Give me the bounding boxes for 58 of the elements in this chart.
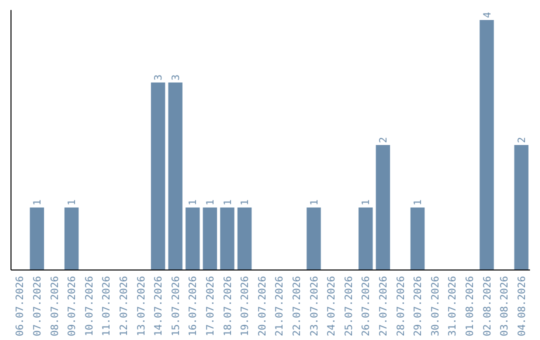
data-label: 3 bbox=[170, 74, 182, 80]
x-tick-label: 09.07.2026 bbox=[67, 276, 78, 336]
data-label: 2 bbox=[378, 136, 390, 143]
bar bbox=[186, 208, 200, 270]
bar bbox=[376, 145, 390, 270]
x-tick-label: 28.07.2026 bbox=[396, 276, 407, 336]
x-tick-label: 19.07.2026 bbox=[240, 276, 252, 336]
data-label: 1 bbox=[32, 199, 44, 206]
data-label: 1 bbox=[309, 199, 320, 206]
bar bbox=[480, 20, 494, 270]
data-label: 1 bbox=[413, 199, 424, 206]
x-tick-label: 26.07.2026 bbox=[361, 276, 372, 336]
bar bbox=[237, 208, 252, 270]
x-tick-label: 02.08.2026 bbox=[482, 276, 494, 336]
bar bbox=[220, 208, 234, 270]
x-tick-label: 29.07.2026 bbox=[413, 276, 424, 336]
x-tick-label: 04.08.2026 bbox=[516, 276, 528, 336]
data-label: 3 bbox=[154, 74, 165, 80]
x-tick-label: 14.07.2026 bbox=[154, 276, 165, 336]
x-tick-label: 21.07.2026 bbox=[274, 276, 286, 336]
data-label: 1 bbox=[205, 199, 216, 206]
x-tick-label: 18.07.2026 bbox=[222, 276, 234, 336]
x-tick-label: 23.07.2026 bbox=[309, 276, 320, 336]
x-tick-label: 25.07.2026 bbox=[344, 276, 355, 336]
bar bbox=[64, 208, 79, 270]
data-label: 1 bbox=[222, 199, 234, 206]
bar bbox=[410, 208, 425, 270]
data-label: 4 bbox=[482, 12, 494, 18]
x-tick-label: 22.07.2026 bbox=[292, 276, 303, 336]
data-label: 1 bbox=[240, 199, 252, 206]
data-label: 1 bbox=[361, 199, 372, 206]
bar bbox=[202, 208, 218, 270]
bar bbox=[30, 208, 44, 270]
data-label: 1 bbox=[67, 199, 78, 206]
x-tick-label: 15.07.2026 bbox=[170, 276, 182, 336]
x-tick-label: 01.08.2026 bbox=[464, 276, 476, 336]
x-tick-label: 17.07.2026 bbox=[205, 276, 216, 336]
x-tick-label: 08.07.2026 bbox=[50, 276, 61, 336]
x-tick-label: 30.07.2026 bbox=[430, 276, 442, 336]
data-label: 1 bbox=[188, 199, 200, 206]
x-tick-label: 07.07.2026 bbox=[32, 276, 44, 336]
x-tick-label: 12.07.2026 bbox=[118, 276, 130, 336]
x-tick-label: 27.07.2026 bbox=[378, 276, 390, 336]
data-label: 2 bbox=[516, 136, 528, 143]
bar bbox=[168, 82, 182, 270]
bar bbox=[358, 208, 373, 270]
x-tick-label: 11.07.2026 bbox=[102, 276, 113, 336]
x-tick-label: 31.07.2026 bbox=[448, 276, 459, 336]
x-tick-label: 06.07.2026 bbox=[15, 276, 26, 336]
bar bbox=[306, 208, 321, 270]
x-tick-label: 24.07.2026 bbox=[326, 276, 338, 336]
x-tick-label: 10.07.2026 bbox=[84, 276, 96, 336]
x-tick-label: 13.07.2026 bbox=[136, 276, 148, 336]
x-tick-label: 20.07.2026 bbox=[257, 276, 268, 336]
x-tick-label: 16.07.2026 bbox=[188, 276, 200, 336]
bar bbox=[514, 145, 528, 270]
bar bbox=[150, 82, 166, 270]
x-tick-label: 03.08.2026 bbox=[500, 276, 511, 336]
